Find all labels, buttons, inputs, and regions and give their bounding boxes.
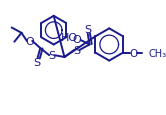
Text: S: S — [73, 45, 81, 55]
Text: O: O — [130, 48, 138, 58]
Text: S: S — [33, 58, 40, 68]
Text: O: O — [73, 35, 81, 45]
Text: O: O — [25, 37, 34, 46]
Text: HO: HO — [61, 33, 78, 43]
Text: S: S — [84, 25, 91, 35]
Text: CH₃: CH₃ — [148, 48, 166, 58]
Text: S: S — [48, 51, 55, 61]
